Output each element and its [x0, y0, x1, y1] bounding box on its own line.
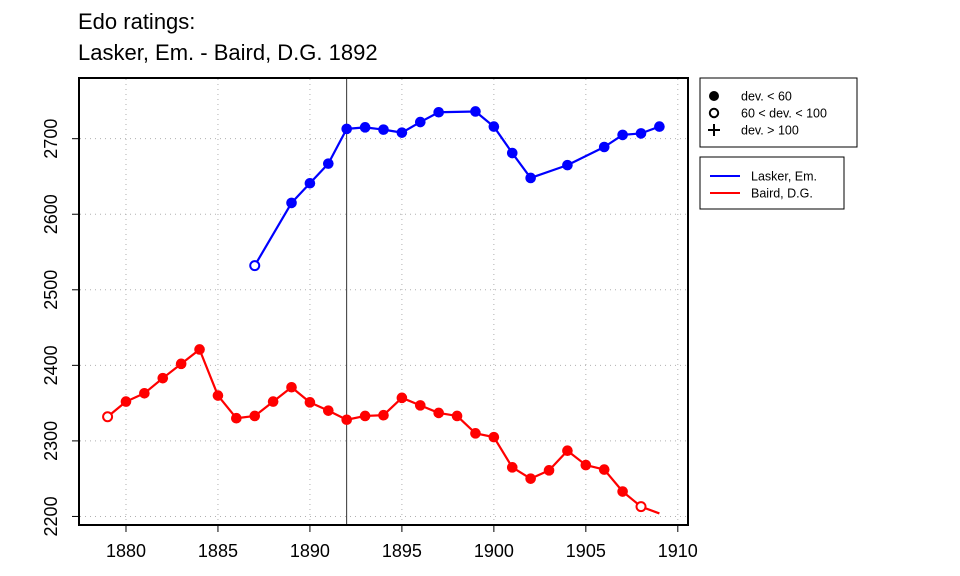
- lasker-data-point: [506, 147, 518, 159]
- legend-marker-label: 60 < dev. < 100: [741, 107, 827, 121]
- baird-data-point: [175, 358, 187, 370]
- lasker-data-point: [654, 121, 665, 132]
- x-tick-label: 1900: [474, 541, 514, 561]
- baird-data-point: [580, 459, 592, 471]
- lasker-data-point: [341, 123, 353, 135]
- y-tick-label: 2700: [41, 119, 61, 159]
- lasker-data-point: [433, 106, 444, 118]
- y-tick-label: 2300: [41, 421, 61, 461]
- axis-layer: 1880 1885 1890 1895 1900 1905 1910 2200 2300 2400…: [41, 119, 698, 561]
- baird-data-point: [120, 396, 132, 407]
- legend-series-box: [699, 156, 845, 210]
- lasker-data-point: [598, 141, 610, 153]
- baird-data-point: [543, 465, 555, 476]
- lasker-data-point: [562, 159, 573, 171]
- baird-data-point: [157, 372, 169, 384]
- baird-data-point: [433, 407, 444, 419]
- y-tick-label: 2200: [41, 496, 61, 536]
- chart-title-line-2: Lasker, Em. - Baird, D.G. 1892: [78, 40, 378, 65]
- grid-layer: [80, 79, 687, 524]
- lasker-data-point: [323, 158, 334, 169]
- lasker-data-point: [359, 122, 371, 133]
- legend-series: Lasker, Em. Baird, D.G.: [699, 156, 845, 210]
- lasker-data-point: [414, 116, 426, 128]
- baird-data-point: [414, 400, 426, 411]
- lasker-data-point: [488, 121, 500, 132]
- baird-data-point: [396, 392, 408, 404]
- lasker-data-point: [635, 128, 647, 139]
- baird-data-point: [267, 396, 279, 407]
- baird-data-point: [378, 409, 389, 421]
- baird-data-point: [525, 473, 536, 484]
- lasker-data-point: [525, 172, 536, 184]
- baird-data-point-open: [102, 411, 114, 423]
- baird-series-line: [106, 348, 660, 515]
- legend-markers: dev. < 60 60 < dev. < 100 dev. > 100: [699, 77, 858, 148]
- x-tick-label: 1910: [658, 541, 698, 561]
- y-tick-label: 2600: [41, 194, 61, 234]
- plot-frame: [78, 77, 689, 526]
- lasker-series-line: [253, 110, 660, 267]
- legend-marker-label: dev. < 60: [741, 90, 792, 104]
- lasker-data-point: [396, 127, 408, 138]
- series-layer: [102, 106, 665, 515]
- x-tick-label: 1895: [382, 541, 422, 561]
- baird-data-point: [286, 381, 297, 393]
- x-tick-label: 1890: [290, 541, 330, 561]
- legend-marker-label: dev. > 100: [741, 124, 799, 138]
- baird-data-point: [506, 462, 518, 473]
- baird-data-point: [139, 387, 150, 399]
- baird-data-point: [212, 390, 224, 401]
- baird-data-point: [194, 344, 205, 355]
- baird-data-point-open: [635, 501, 647, 513]
- legend-series-label: Baird, D.G.: [751, 187, 813, 201]
- baird-data-point: [617, 486, 628, 497]
- legend-plus-icon: [708, 124, 720, 136]
- baird-data-point: [470, 428, 481, 439]
- x-tick-label: 1880: [106, 541, 146, 561]
- x-tick-label: 1905: [566, 541, 606, 561]
- legend-filled-circle-icon: [709, 91, 719, 101]
- lasker-data-point: [286, 197, 297, 209]
- baird-data-point: [359, 410, 371, 422]
- lasker-data-point: [470, 106, 481, 117]
- lasker-data-point: [617, 129, 628, 141]
- baird-data-point: [231, 412, 242, 424]
- baird-data-point: [341, 414, 353, 426]
- baird-data-point: [562, 445, 573, 457]
- legend-series-label: Lasker, Em.: [751, 170, 817, 184]
- x-tick-label: 1885: [198, 541, 238, 561]
- baird-data-point: [451, 410, 463, 422]
- chart-title-line-1: Edo ratings:: [78, 9, 196, 34]
- baird-data-point: [249, 410, 261, 422]
- baird-data-point: [323, 405, 334, 416]
- lasker-data-point: [378, 124, 389, 135]
- baird-data-point: [488, 431, 500, 443]
- legend-markers-box: [699, 77, 858, 148]
- baird-data-point: [304, 397, 316, 408]
- legend-open-circle-icon: [708, 107, 720, 119]
- baird-data-point: [598, 464, 610, 475]
- y-tick-label: 2400: [41, 345, 61, 385]
- lasker-data-point: [304, 177, 316, 189]
- y-tick-label: 2500: [41, 270, 61, 310]
- lasker-data-point-open: [249, 260, 261, 272]
